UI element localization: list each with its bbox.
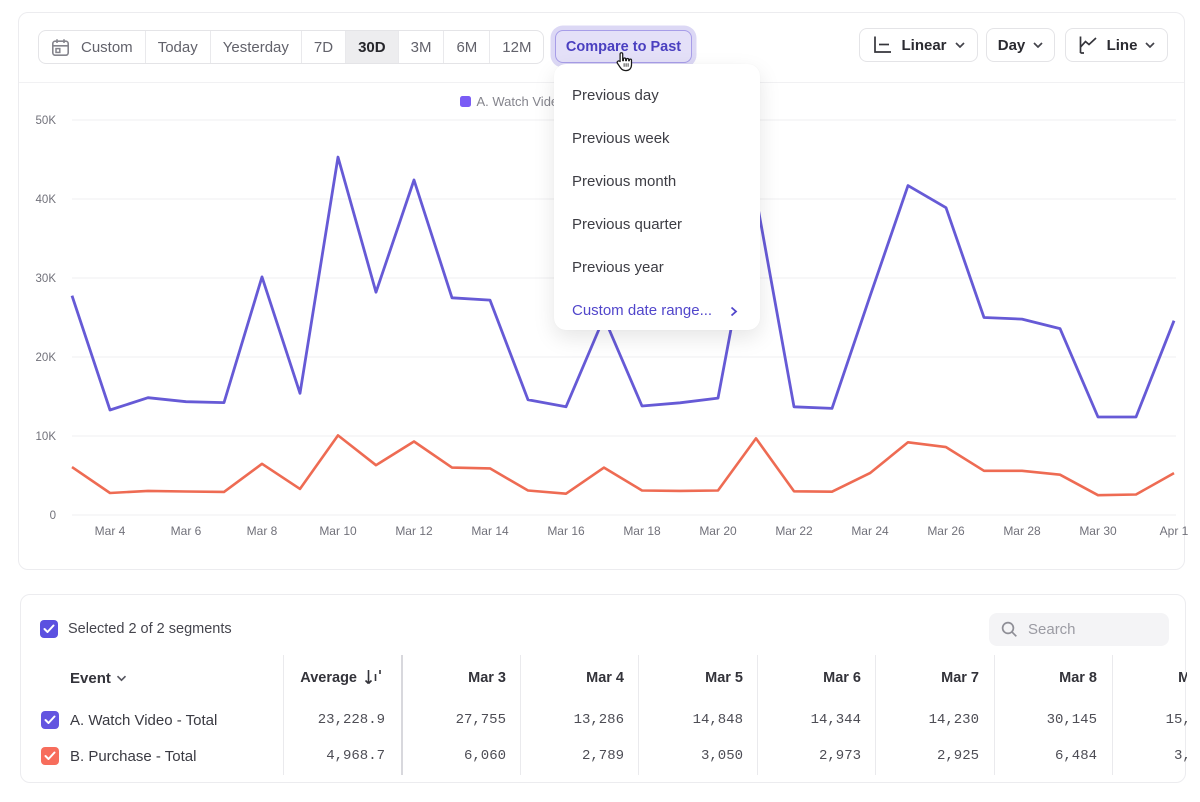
svg-text:Mar 16: Mar 16 <box>547 524 585 538</box>
svg-text:0: 0 <box>50 510 56 522</box>
svg-text:20K: 20K <box>36 352 57 364</box>
svg-text:10K: 10K <box>36 431 57 443</box>
svg-text:30K: 30K <box>36 273 57 285</box>
svg-text:40K: 40K <box>36 194 57 206</box>
svg-text:Mar 12: Mar 12 <box>395 524 433 538</box>
svg-text:Mar 18: Mar 18 <box>623 524 661 538</box>
svg-text:Apr 1: Apr 1 <box>1160 524 1189 538</box>
svg-text:50K: 50K <box>36 115 57 127</box>
svg-text:Mar 10: Mar 10 <box>319 524 357 538</box>
svg-text:Mar 14: Mar 14 <box>471 524 509 538</box>
svg-text:Mar 8: Mar 8 <box>247 524 278 538</box>
svg-text:Mar 4: Mar 4 <box>95 524 126 538</box>
svg-text:Mar 26: Mar 26 <box>927 524 965 538</box>
svg-text:Mar 22: Mar 22 <box>775 524 813 538</box>
svg-text:Mar 20: Mar 20 <box>699 524 737 538</box>
svg-text:Mar 6: Mar 6 <box>171 524 202 538</box>
svg-text:Mar 30: Mar 30 <box>1079 524 1117 538</box>
svg-text:Mar 28: Mar 28 <box>1003 524 1041 538</box>
svg-text:Mar 24: Mar 24 <box>851 524 889 538</box>
